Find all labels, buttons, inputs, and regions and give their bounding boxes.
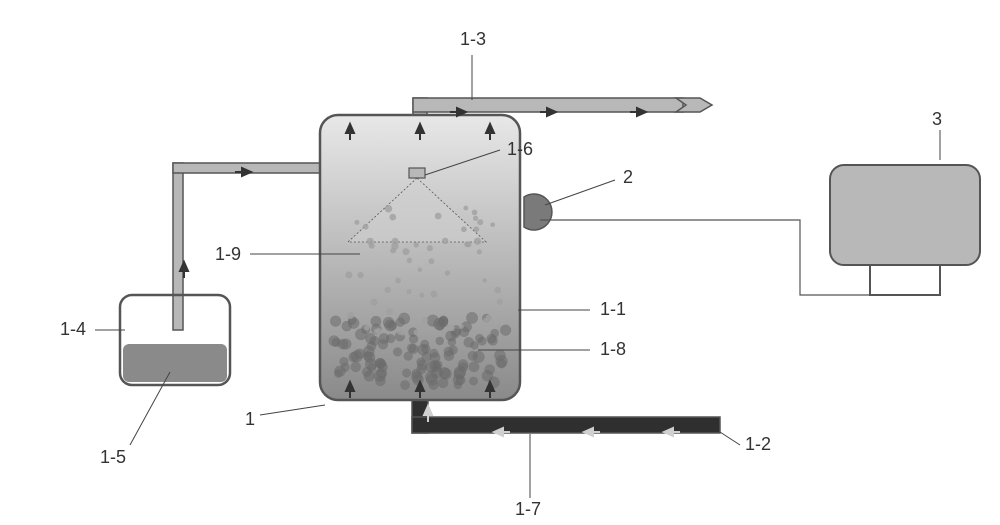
label-l16: 1-6 (507, 139, 533, 159)
leader-line (545, 180, 615, 205)
computer-stand (870, 265, 940, 295)
beaker-liquid (123, 344, 227, 382)
label-l2: 2 (623, 167, 633, 187)
label-l15: 1-5 (100, 447, 126, 467)
label-l1: 1 (245, 409, 255, 429)
label-l14: 1-4 (60, 319, 86, 339)
leader-line (130, 372, 170, 445)
label-l17: 1-7 (515, 499, 541, 519)
label-l3: 3 (932, 109, 942, 129)
computer-monitor (830, 165, 980, 265)
feed-pipe-vertical (173, 163, 183, 330)
label-l19: 1-9 (215, 244, 241, 264)
label-l13: 1-3 (460, 29, 486, 49)
label-l11: 1-1 (600, 299, 626, 319)
sensor-wire (540, 220, 870, 295)
sensor (524, 194, 552, 230)
nozzle (409, 168, 425, 178)
label-l18: 1-8 (600, 339, 626, 359)
label-l12: 1-2 (745, 434, 771, 454)
diagram-canvas: 1-3 1-6 1-9 1-4 1-5 1 1-1 1-8 1-7 1-2 2 3 (0, 0, 1000, 525)
leader-line (260, 405, 325, 415)
leader-line (720, 432, 740, 445)
